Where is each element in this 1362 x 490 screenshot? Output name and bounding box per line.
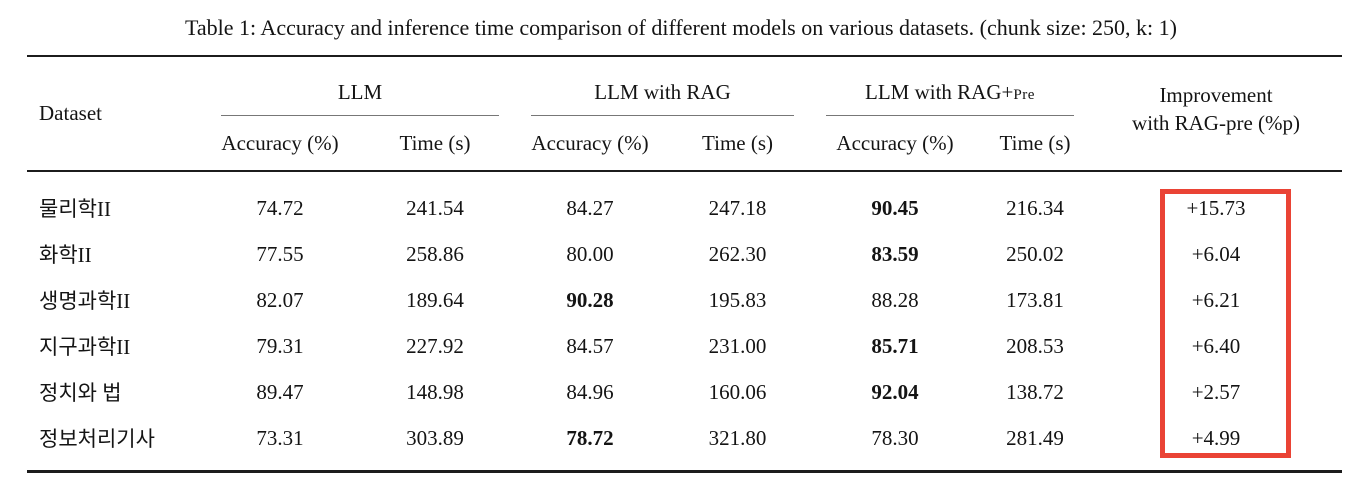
cell-dataset: 화학II — [39, 243, 92, 267]
cell-llm-time: 148.98 — [406, 379, 464, 404]
cell-rag-time: 160.06 — [708, 379, 767, 404]
cell-improvement: +15.73 — [1186, 195, 1246, 220]
cell-llm-time: 241.54 — [406, 195, 464, 220]
cell-rag-accuracy: 84.27 — [566, 195, 614, 220]
cell-dataset: 정보처리기사 — [39, 427, 155, 451]
table-row: 물리학II 74.72 241.54 84.27 247.18 90.45 21… — [27, 185, 1342, 231]
table-row: 화학II 77.55 258.86 80.00 262.30 83.59 250… — [27, 231, 1342, 277]
cell-rag-accuracy: 84.57 — [566, 333, 614, 358]
cell-llm-accuracy: 79.31 — [256, 333, 304, 358]
cell-rag-accuracy: 80.00 — [566, 241, 614, 266]
cell-ragpre-time: 173.81 — [1006, 287, 1064, 312]
cell-llm-time: 258.86 — [406, 241, 464, 266]
cell-dataset: 정치와 법 — [39, 381, 122, 405]
cell-ragpre-time: 208.53 — [1006, 333, 1064, 358]
subheader-ragpre-accuracy: Accuracy (%) — [836, 130, 954, 155]
cell-ragpre-time: 216.34 — [1006, 195, 1064, 220]
cell-ragpre-time: 250.02 — [1006, 241, 1064, 266]
cell-ragpre-time: 281.49 — [1006, 425, 1064, 450]
cell-llm-accuracy: 82.07 — [256, 287, 304, 312]
spacer-row — [27, 461, 1342, 471]
group-ragpre-label: LLM with RAG+ — [865, 80, 1014, 104]
subheader-ragpre-time: Time (s) — [999, 130, 1071, 155]
cell-llm-time: 227.92 — [406, 333, 464, 358]
cell-ragpre-accuracy: 88.28 — [871, 287, 919, 312]
cell-rag-time: 195.83 — [708, 287, 767, 312]
cell-ragpre-accuracy: 78.30 — [871, 425, 919, 450]
header-improvement-line1: Improvement — [1159, 82, 1273, 107]
cell-llm-time: 303.89 — [406, 425, 464, 450]
subheader-llm-time: Time (s) — [399, 130, 471, 155]
group-rag-label: LLM with RAG — [594, 80, 731, 104]
spacer-row — [27, 171, 1342, 185]
header-improvement: Improvement with RAG-pre (%p) — [1090, 56, 1342, 171]
cell-rag-time: 231.00 — [708, 333, 767, 358]
header-group-llm: LLM — [205, 56, 515, 116]
cell-improvement: +6.40 — [1191, 333, 1241, 358]
subheader-llm-accuracy: Accuracy (%) — [221, 130, 339, 155]
header-group-llm-rag: LLM with RAG — [515, 56, 810, 116]
table-row: 정치와 법 89.47 148.98 84.96 160.06 92.04 13… — [27, 369, 1342, 415]
group-ragpre-small-label: Pre — [1013, 87, 1036, 103]
table-header: Dataset LLM LLM with RAG LLM with RAG+Pr… — [27, 56, 1343, 171]
cell-rag-accuracy: 84.96 — [566, 379, 614, 404]
cell-ragpre-accuracy: 92.04 — [871, 379, 919, 404]
cell-improvement: +6.21 — [1191, 287, 1241, 312]
cell-rag-accuracy: 90.28 — [566, 287, 614, 312]
header-improvement-line2: with RAG-pre (%p) — [1132, 110, 1300, 135]
subheader-rag-accuracy: Accuracy (%) — [531, 130, 649, 155]
results-table: Dataset LLM LLM with RAG LLM with RAG+Pr… — [27, 55, 1343, 473]
table-row: 정보처리기사 73.31 303.89 78.72 321.80 78.30 2… — [27, 415, 1342, 461]
cell-llm-accuracy: 74.72 — [256, 195, 304, 220]
cell-llm-accuracy: 89.47 — [256, 379, 304, 404]
cell-rag-time: 247.18 — [708, 195, 767, 220]
cell-ragpre-time: 138.72 — [1006, 379, 1064, 404]
cell-ragpre-accuracy: 90.45 — [871, 195, 919, 220]
table-row: 생명과학II 82.07 189.64 90.28 195.83 88.28 1… — [27, 277, 1342, 323]
cell-dataset: 생명과학II — [39, 289, 131, 313]
subheader-rag-time: Time (s) — [702, 130, 774, 155]
cell-dataset: 물리학II — [39, 197, 111, 221]
cell-rag-time: 262.30 — [708, 241, 767, 266]
cell-rag-time: 321.80 — [708, 425, 767, 450]
cell-ragpre-accuracy: 85.71 — [871, 333, 919, 358]
table-row: 지구과학II 79.31 227.92 84.57 231.00 85.71 2… — [27, 323, 1342, 369]
cell-improvement: +4.99 — [1191, 425, 1241, 450]
cell-dataset: 지구과학II — [39, 335, 131, 359]
header-group-llm-rag-pre: LLM with RAG+Pre — [810, 56, 1090, 116]
cell-ragpre-accuracy: 83.59 — [871, 241, 919, 266]
cell-llm-time: 189.64 — [406, 287, 464, 312]
cell-rag-accuracy: 78.72 — [566, 425, 614, 450]
cell-llm-accuracy: 73.31 — [256, 425, 304, 450]
cell-llm-accuracy: 77.55 — [256, 241, 304, 266]
cell-improvement: +2.57 — [1191, 379, 1241, 404]
cell-improvement: +6.04 — [1191, 241, 1241, 266]
header-dataset: Dataset — [39, 101, 102, 125]
group-llm-label: LLM — [337, 80, 383, 104]
table-caption: Table 1: Accuracy and inference time com… — [184, 15, 1177, 40]
